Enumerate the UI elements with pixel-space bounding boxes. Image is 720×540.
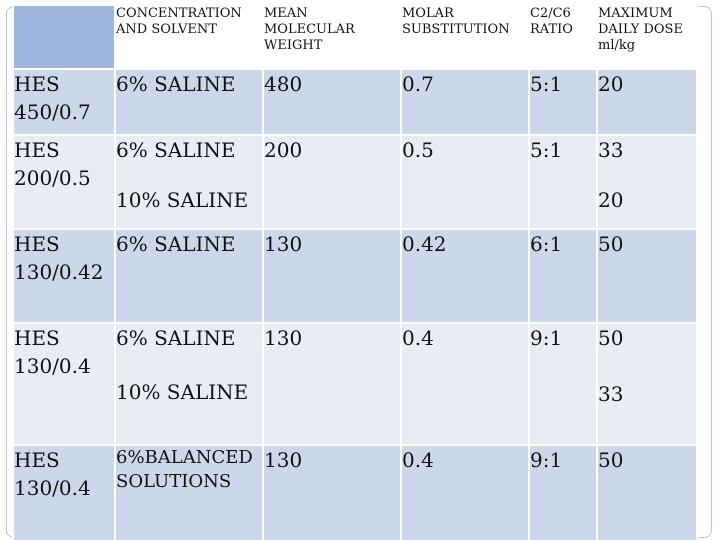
product-name-cell: HES 450/0.7 xyxy=(12,68,116,136)
max-dose-spacer xyxy=(599,164,695,186)
table-row: HES 200/0.5 6% SALINE 10% SALINE 200 0.5… xyxy=(12,134,698,230)
ratio-cell: 9:1 xyxy=(528,322,598,446)
product-name-line1: HES xyxy=(14,72,60,96)
product-name-cell: HES 130/0.4 xyxy=(12,444,116,540)
product-name-line2: 130/0.4 xyxy=(14,476,91,500)
molecular-weight-cell: 200 xyxy=(262,134,402,230)
molar-substitution-cell: 0.4 xyxy=(400,322,530,446)
product-name-line2: 450/0.7 xyxy=(14,100,91,124)
solvent-cell: 6%BALANCED SOLUTIONS xyxy=(114,444,264,540)
max-dose-primary: 33 xyxy=(598,138,624,162)
solvent-secondary: 10% SALINE xyxy=(116,380,249,404)
molar-substitution-cell: 0.7 xyxy=(400,68,530,136)
molar-substitution-cell: 0.4 xyxy=(400,444,530,540)
product-name-line1: HES xyxy=(14,326,60,350)
header-ratio: C2/C6 RATIO xyxy=(528,4,598,70)
molar-substitution-cell: 0.42 xyxy=(400,228,530,324)
solvent-primary: 6% SALINE xyxy=(116,72,236,96)
max-dose-secondary: 33 xyxy=(598,382,624,406)
solvent-cell: 6% SALINE 10% SALINE xyxy=(114,322,264,446)
solvent-primary: 6% SALINE xyxy=(116,138,236,162)
molecular-weight-cell: 130 xyxy=(262,444,402,540)
product-name-cell: HES 130/0.42 xyxy=(12,228,116,324)
header-concentration: CONCENTRATION AND SOLVENT xyxy=(114,4,264,70)
ratio-cell: 6:1 xyxy=(528,228,598,324)
product-name-line1: HES xyxy=(14,448,60,472)
hes-comparison-table: CONCENTRATION AND SOLVENT MEAN MOLECULAR… xyxy=(12,4,698,540)
molar-substitution-cell: 0.5 xyxy=(400,134,530,230)
solvent-primary: 6% SALINE xyxy=(116,232,236,256)
max-dose-cell: 33 20 xyxy=(596,134,698,230)
ratio-cell: 5:1 xyxy=(528,68,598,136)
max-dose-secondary: 20 xyxy=(598,188,624,212)
molecular-weight-cell: 130 xyxy=(262,322,402,446)
solvent-cell: 6% SALINE xyxy=(114,68,264,136)
max-dose-spacer xyxy=(599,352,695,380)
ratio-cell: 5:1 xyxy=(528,134,598,230)
max-dose-primary: 50 xyxy=(598,448,624,472)
solvent-cell: 6% SALINE 10% SALINE xyxy=(114,134,264,230)
product-name-line2: 130/0.42 xyxy=(14,260,104,284)
header-corner-cell xyxy=(12,4,116,70)
molecular-weight-cell: 130 xyxy=(262,228,402,324)
product-name-cell: HES 130/0.4 xyxy=(12,322,116,446)
product-name-line2: 200/0.5 xyxy=(14,166,91,190)
header-row: CONCENTRATION AND SOLVENT MEAN MOLECULAR… xyxy=(12,4,698,70)
header-max-dose: MAXIMUM DAILY DOSE ml/kg xyxy=(596,4,698,70)
max-dose-primary: 20 xyxy=(598,72,624,96)
header-molecular-weight: MEAN MOLECULAR WEIGHT xyxy=(262,4,402,70)
ratio-cell: 9:1 xyxy=(528,444,598,540)
product-name-cell: HES 200/0.5 xyxy=(12,134,116,230)
header-molar-substitution: MOLAR SUBSTITUTION xyxy=(400,4,530,70)
solvent-spacer xyxy=(117,352,261,378)
header-max-dose-text: MAXIMUM DAILY DOSE ml/kg xyxy=(598,6,683,53)
solvent-primary: 6%BALANCED xyxy=(116,447,253,468)
table-row: HES 130/0.4 6%BALANCED SOLUTIONS 130 0.4… xyxy=(12,444,698,540)
solvent-secondary: SOLUTIONS xyxy=(116,471,232,492)
max-dose-cell: 50 xyxy=(596,444,698,540)
max-dose-primary: 50 xyxy=(598,326,624,350)
product-name-line1: HES xyxy=(14,232,60,256)
product-name-line1: HES xyxy=(14,138,60,162)
max-dose-primary: 50 xyxy=(598,232,624,256)
max-dose-cell: 20 xyxy=(596,68,698,136)
molecular-weight-cell: 480 xyxy=(262,68,402,136)
table-row: HES 450/0.7 6% SALINE 480 0.7 5:1 20 xyxy=(12,68,698,136)
solvent-primary: 6% SALINE xyxy=(116,326,236,350)
table-row: HES 130/0.4 6% SALINE 10% SALINE 130 0.4… xyxy=(12,322,698,446)
product-name-line2: 130/0.4 xyxy=(14,354,91,378)
max-dose-cell: 50 xyxy=(596,228,698,324)
solvent-secondary: 10% SALINE xyxy=(116,188,249,212)
max-dose-cell: 50 33 xyxy=(596,322,698,446)
solvent-cell: 6% SALINE xyxy=(114,228,264,324)
table-row: HES 130/0.42 6% SALINE 130 0.42 6:1 50 xyxy=(12,228,698,324)
solvent-spacer xyxy=(117,164,261,186)
